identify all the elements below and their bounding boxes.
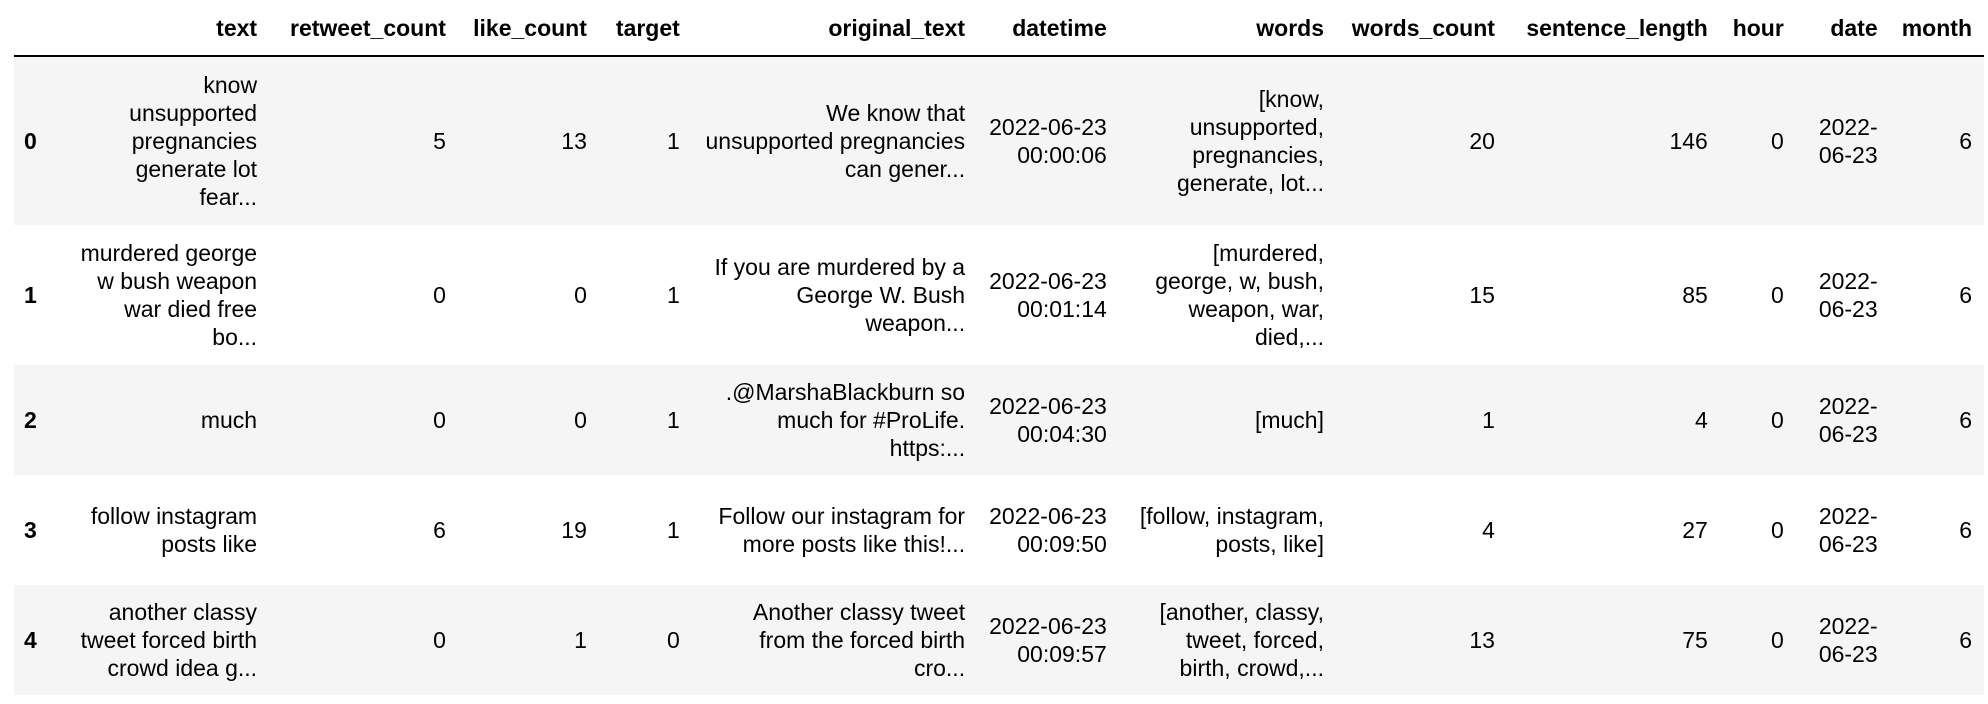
column-header-retweet-count: retweet_count: [269, 0, 458, 57]
cell-sentence-length: 146: [1669, 128, 1708, 154]
cell-month: 6: [1959, 128, 1972, 154]
cell-hour: 0: [1771, 407, 1784, 433]
cell-words: [follow, instagram, posts, like]: [1139, 503, 1324, 557]
cell-sentence-length: 75: [1682, 627, 1708, 653]
column-header-like-count: like_count: [457, 0, 599, 57]
cell-sentence-length: 4: [1695, 407, 1708, 433]
cell-datetime: 2022-06-23 00:01:14: [989, 268, 1107, 322]
cell-words-count: 1: [1482, 407, 1495, 433]
cell-hour: 0: [1771, 282, 1784, 308]
cell-date: 2022-06-23: [1818, 613, 1878, 667]
cell-month: 6: [1959, 407, 1972, 433]
cell-hour: 0: [1771, 517, 1784, 543]
cell-target: 1: [667, 407, 680, 433]
cell-text: murdered george w bush weapon war died f…: [80, 240, 258, 350]
cell-original-text: Follow our instagram for more posts like…: [718, 503, 966, 557]
row-index: 1: [24, 282, 37, 308]
cell-datetime: 2022-06-23 00:00:06: [989, 114, 1107, 168]
row-index: 4: [24, 627, 37, 653]
cell-like-count: 13: [561, 128, 587, 154]
cell-words: [murdered, george, w, bush, weapon, war,…: [1155, 240, 1324, 350]
column-header-sentence-length: sentence_length: [1506, 0, 1720, 57]
row-index: 0: [24, 128, 37, 154]
cell-words-count: 15: [1469, 282, 1495, 308]
dataframe-output: text retweet_count like_count target ori…: [14, 0, 1984, 695]
cell-sentence-length: 85: [1682, 282, 1708, 308]
column-header-original-text: original_text: [691, 0, 978, 57]
cell-date: 2022-06-23: [1818, 393, 1878, 447]
dataframe-table: text retweet_count like_count target ori…: [14, 0, 1984, 695]
cell-words-count: 13: [1469, 627, 1495, 653]
cell-month: 6: [1959, 282, 1972, 308]
column-header-datetime: datetime: [977, 0, 1119, 57]
index-header: [14, 0, 62, 57]
header-row: text retweet_count like_count target ori…: [14, 0, 1984, 57]
cell-target: 1: [667, 517, 680, 543]
cell-words-count: 4: [1482, 517, 1495, 543]
cell-retweet-count: 6: [433, 517, 446, 543]
cell-text: much: [200, 407, 258, 433]
cell-month: 6: [1959, 627, 1972, 653]
cell-text: know unsupported pregnancies generate lo…: [129, 72, 258, 210]
table-row: 3 follow instagram posts like 6 19 1 Follow o…: [14, 475, 1984, 585]
cell-like-count: 0: [574, 282, 587, 308]
column-header-words: words: [1118, 0, 1336, 57]
cell-date: 2022-06-23: [1818, 114, 1878, 168]
cell-text: another classy tweet forced birth crowd …: [80, 599, 258, 681]
row-index: 2: [24, 407, 37, 433]
column-header-month: month: [1889, 0, 1984, 57]
cell-date: 2022-06-23: [1818, 503, 1878, 557]
dataframe-body: 0 know unsupported pregnancies generate l…: [14, 56, 1984, 695]
cell-target: 1: [667, 282, 680, 308]
cell-target: 0: [667, 627, 680, 653]
row-index: 3: [24, 517, 37, 543]
column-header-text: text: [61, 0, 270, 57]
cell-datetime: 2022-06-23 00:09:57: [989, 613, 1107, 667]
cell-original-text: Another classy tweet from the forced bir…: [752, 599, 966, 681]
cell-like-count: 0: [574, 407, 587, 433]
column-header-words-count: words_count: [1335, 0, 1507, 57]
cell-text: follow instagram posts like: [90, 503, 258, 557]
table-row: 1 murdered george w bush weapon war died …: [14, 225, 1984, 365]
cell-words: [know, unsupported, pregnancies, generat…: [1176, 86, 1324, 196]
column-header-date: date: [1795, 0, 1890, 57]
cell-retweet-count: 0: [433, 627, 446, 653]
cell-words: [much]: [1254, 407, 1324, 433]
cell-original-text: We know that unsupported pregnancies can…: [705, 100, 966, 182]
cell-target: 1: [667, 128, 680, 154]
cell-datetime: 2022-06-23 00:09:50: [989, 503, 1107, 557]
cell-hour: 0: [1771, 128, 1784, 154]
cell-retweet-count: 5: [433, 128, 446, 154]
cell-retweet-count: 0: [433, 407, 446, 433]
column-header-hour: hour: [1719, 0, 1796, 57]
table-row: 4 another classy tweet forced birth crowd…: [14, 585, 1984, 695]
table-row: 0 know unsupported pregnancies generate l…: [14, 56, 1984, 225]
cell-month: 6: [1959, 517, 1972, 543]
cell-like-count: 1: [574, 627, 587, 653]
cell-words-count: 20: [1469, 128, 1495, 154]
cell-original-text: If you are murdered by a George W. Bush …: [714, 254, 966, 336]
table-row: 2 much 0 0 1 .@MarshaBlackburn so much for #P…: [14, 365, 1984, 475]
cell-original-text: .@MarshaBlackburn so much for #ProLife. …: [725, 379, 966, 461]
cell-words: [another, classy, tweet, forced, birth, …: [1159, 599, 1324, 681]
cell-date: 2022-06-23: [1818, 268, 1878, 322]
cell-sentence-length: 27: [1682, 517, 1708, 543]
cell-datetime: 2022-06-23 00:04:30: [989, 393, 1107, 447]
cell-hour: 0: [1771, 627, 1784, 653]
cell-like-count: 19: [561, 517, 587, 543]
cell-retweet-count: 0: [433, 282, 446, 308]
column-header-target: target: [598, 0, 692, 57]
